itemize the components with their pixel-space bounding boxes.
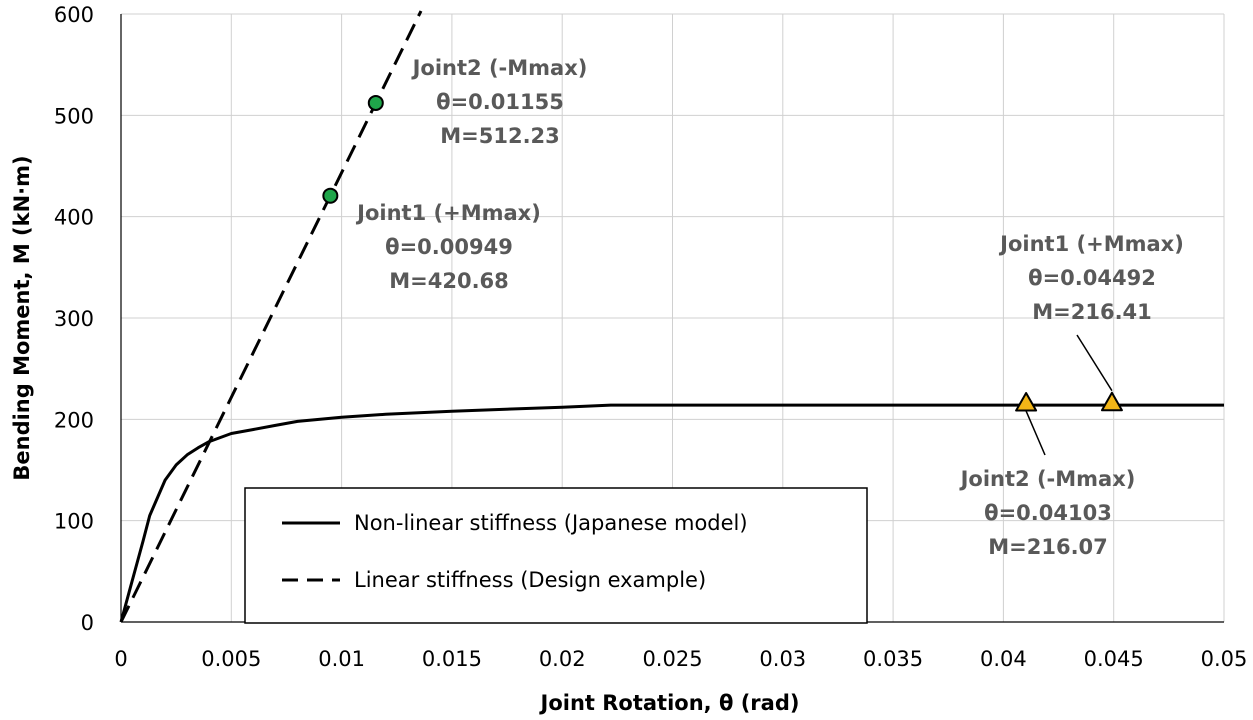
x-tick-label: 0.025 [642, 647, 702, 671]
leader-line-joint2-triangle [1025, 410, 1046, 456]
y-tick-label: 600 [54, 3, 94, 27]
annotation-line: θ=0.00949 [385, 235, 513, 259]
legend-label-linear: Linear stiffness (Design example) [354, 568, 706, 592]
series-line-linear [119, 10, 423, 623]
x-tick-label: 0.015 [422, 647, 482, 671]
annotation-line: Joint2 (-Mmax) [959, 467, 1136, 491]
x-tick-label: 0.04 [980, 647, 1027, 671]
x-tick-label: 0.045 [1084, 647, 1144, 671]
x-tick-label: 0.035 [863, 647, 923, 671]
annotation-line: Joint1 (+Mmax) [355, 201, 541, 225]
x-tick-label: 0.01 [318, 647, 365, 671]
x-tick-label: 0.05 [1201, 647, 1248, 671]
annotation-line: M=512.23 [440, 124, 560, 148]
data-markers [322, 94, 1123, 412]
y-tick-label: 0 [81, 611, 94, 635]
x-tick-label: 0.005 [201, 647, 261, 671]
y-tick-label: 500 [54, 104, 94, 128]
legend: Non-linear stiffness (Japanese model) Li… [244, 487, 868, 624]
x-tick-label: 0.02 [539, 647, 586, 671]
series-line-nonlinear [119, 403, 1224, 623]
leader-line-joint1-triangle [1076, 334, 1113, 392]
annotation-line: Joint1 (+Mmax) [998, 232, 1184, 256]
marker-circle [367, 94, 384, 111]
annotation-line: M=216.07 [988, 535, 1108, 559]
x-tick-label: 0.03 [759, 647, 806, 671]
annotation-line: Joint2 (-Mmax) [411, 56, 588, 80]
annotation-line: M=420.68 [389, 269, 509, 293]
annotation-line: θ=0.04103 [984, 501, 1112, 525]
x-tick-label: 0 [114, 647, 127, 671]
annotation-line: M=216.41 [1032, 300, 1152, 324]
y-tick-label: 100 [54, 510, 94, 534]
marker-triangle [1100, 391, 1123, 412]
x-axis-title: Joint Rotation, θ (rad) [539, 691, 800, 715]
annotation-leaders [1025, 334, 1113, 456]
tick-labels: 0 0.005 0.01 0.015 0.02 0.025 0.03 0.035 0.04 0.0… [54, 3, 1247, 671]
y-axis-title: Bending Moment, M (kN·m) [10, 155, 34, 480]
y-tick-label: 400 [54, 206, 94, 230]
annotation-line: θ=0.01155 [436, 90, 564, 114]
marker-circle [322, 187, 339, 204]
legend-label-nonlinear: Non-linear stiffness (Japanese model) [354, 511, 748, 535]
y-tick-label: 300 [54, 307, 94, 331]
y-tick-label: 200 [54, 408, 94, 432]
annotation-line: θ=0.04492 [1028, 266, 1156, 290]
annotations: Joint2 (-Mmax) θ=0.01155 M=512.23 Joint1 (+… [355, 56, 1184, 559]
series-lines [119, 10, 1224, 623]
legend-box [244, 487, 868, 624]
marker-triangle [1015, 392, 1038, 412]
